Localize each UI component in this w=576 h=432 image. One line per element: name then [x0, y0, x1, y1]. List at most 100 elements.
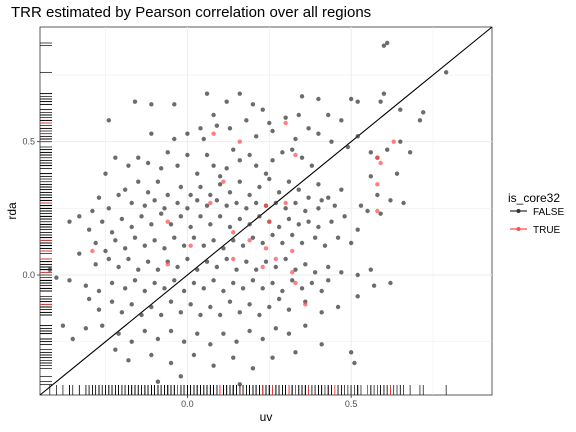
data-point-false — [293, 200, 298, 206]
data-point-false — [100, 219, 105, 224]
data-point-false — [237, 158, 242, 163]
data-point-false — [149, 304, 154, 310]
data-point-false — [355, 272, 360, 278]
data-point-false — [168, 328, 174, 334]
data-point-false — [276, 190, 282, 195]
data-point-false — [109, 299, 115, 304]
data-point-false — [312, 270, 318, 275]
data-point-false — [158, 211, 164, 216]
data-point-false — [136, 155, 141, 160]
data-point-false — [224, 203, 229, 208]
data-point-false — [165, 150, 170, 155]
data-point-false — [270, 232, 275, 238]
data-point-false — [175, 163, 180, 168]
data-point-false — [168, 222, 174, 227]
legend-key-point-true — [516, 227, 521, 231]
data-point-false — [263, 259, 269, 264]
y-axis-title: rda — [5, 202, 19, 220]
data-point-false — [116, 192, 121, 198]
data-point-false — [201, 136, 206, 142]
data-point-false — [273, 200, 279, 206]
data-point-false — [231, 355, 236, 360]
data-point-false — [221, 288, 226, 294]
data-point-false — [260, 286, 265, 291]
data-point-false — [181, 339, 187, 344]
data-point-false — [83, 283, 89, 288]
data-point-true — [303, 302, 308, 307]
data-point-false — [116, 331, 121, 336]
data-point-false — [86, 227, 92, 232]
data-point-false — [132, 278, 138, 283]
data-point-false — [240, 286, 246, 291]
data-point-false — [286, 307, 292, 312]
data-point-false — [168, 299, 174, 304]
data-point-false — [188, 224, 193, 230]
data-point-true — [263, 246, 269, 251]
data-point-false — [329, 139, 334, 144]
data-point-false — [136, 179, 141, 184]
data-point-false — [332, 203, 337, 208]
data-point-false — [303, 262, 308, 267]
data-point-true — [375, 208, 380, 214]
data-point-false — [201, 243, 206, 248]
data-point-false — [375, 192, 380, 198]
data-point-false — [286, 179, 292, 184]
axis-ticks: 0.0 0.5 0.0 0.5 — [22, 137, 357, 409]
data-point-false — [77, 251, 82, 256]
data-point-false — [96, 307, 102, 312]
data-point-false — [129, 302, 134, 307]
data-point-false — [129, 224, 134, 230]
data-point-false — [234, 200, 239, 206]
data-point-false — [198, 312, 203, 318]
data-point-false — [283, 206, 288, 211]
data-point-false — [303, 323, 308, 328]
data-point-false — [126, 163, 131, 168]
data-point-false — [443, 70, 449, 75]
data-point-false — [398, 107, 403, 112]
data-point-false — [339, 270, 344, 275]
data-point-false — [237, 310, 242, 315]
data-point-false — [326, 112, 331, 118]
data-point-false — [217, 214, 223, 219]
data-point-false — [106, 118, 111, 123]
grid-lines — [40, 27, 492, 395]
data-point-false — [152, 238, 157, 243]
data-point-false — [247, 222, 252, 227]
data-point-false — [319, 288, 324, 294]
data-point-false — [368, 174, 374, 179]
legend: is_core32 FALSE TRUE — [508, 191, 564, 236]
data-point-false — [326, 195, 331, 200]
data-point-false — [83, 326, 89, 331]
data-point-false — [204, 259, 210, 264]
data-point-false — [217, 312, 223, 318]
data-point-false — [286, 216, 292, 222]
data-point-true — [283, 120, 288, 126]
data-point-false — [129, 339, 134, 344]
data-point-false — [237, 382, 242, 387]
legend-label-true: TRUE — [533, 225, 561, 236]
data-point-false — [67, 219, 72, 224]
data-point-false — [365, 208, 370, 214]
data-point-false — [103, 248, 108, 254]
data-point-false — [381, 91, 387, 96]
data-point-false — [126, 358, 131, 363]
data-point-true — [237, 139, 242, 144]
data-point-false — [355, 227, 360, 232]
data-point-false — [54, 275, 59, 280]
x-tick-label: 0.0 — [181, 399, 194, 409]
identity-line — [39, 26, 493, 396]
data-point-true — [290, 248, 295, 254]
data-point-false — [224, 99, 229, 104]
data-point-false — [296, 222, 301, 227]
data-point-false — [270, 158, 275, 163]
data-point-false — [355, 294, 360, 299]
data-point-false — [214, 264, 220, 270]
data-point-false — [155, 179, 161, 184]
data-point-false — [290, 232, 295, 238]
data-point-false — [195, 198, 200, 203]
data-point-true — [231, 256, 236, 262]
data-point-false — [299, 94, 305, 99]
data-point-false — [244, 206, 249, 211]
data-point-false — [237, 91, 242, 96]
data-point-false — [208, 304, 213, 310]
